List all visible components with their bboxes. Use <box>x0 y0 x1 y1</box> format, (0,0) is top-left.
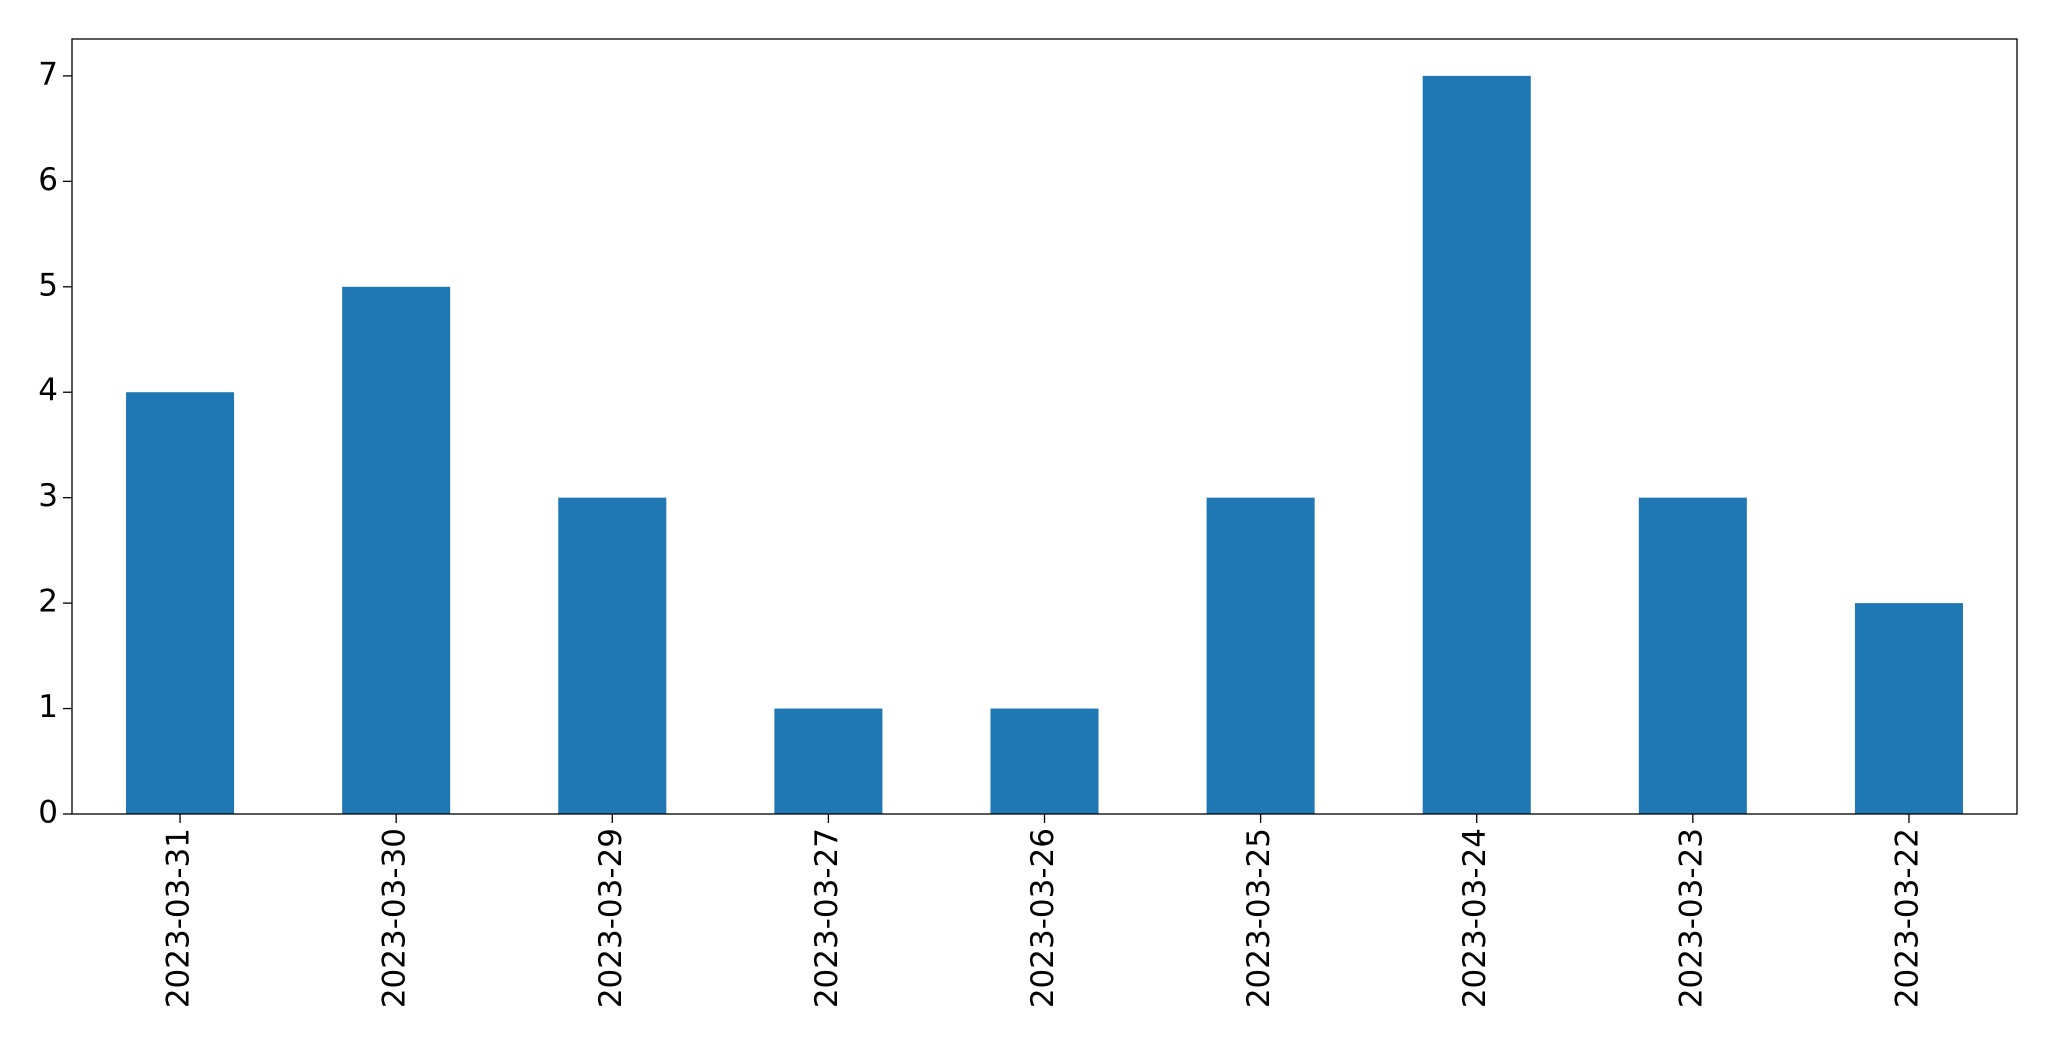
y-tick-label: 5 <box>38 267 58 303</box>
y-tick-label: 4 <box>38 373 58 409</box>
x-tick-label: 2023-03-24 <box>1457 828 1493 1008</box>
x-tick-label: 2023-03-31 <box>161 828 197 1008</box>
bar <box>1854 603 1963 814</box>
x-tick-label: 2023-03-25 <box>1241 828 1277 1008</box>
plot-frame <box>71 38 2018 815</box>
x-tick-label: 2023-03-22 <box>1889 828 1925 1008</box>
bar <box>1422 75 1531 814</box>
y-tick-label: 3 <box>38 478 58 514</box>
y-tick-label: 2 <box>38 584 58 620</box>
x-tick-label: 2023-03-29 <box>593 828 629 1008</box>
x-tick-label: 2023-03-27 <box>809 828 845 1008</box>
x-tick-label: 2023-03-30 <box>377 828 413 1008</box>
bar <box>558 497 667 814</box>
x-tick-label: 2023-03-23 <box>1673 828 1709 1008</box>
bar <box>990 708 1099 814</box>
y-tick-label: 0 <box>38 795 58 831</box>
bar <box>126 392 235 814</box>
y-tick-label: 1 <box>38 689 58 725</box>
bar <box>1206 497 1315 814</box>
y-tick-label: 6 <box>38 162 58 198</box>
bar <box>774 708 883 814</box>
bar <box>342 286 451 814</box>
bar <box>1638 497 1747 814</box>
y-tick-label: 7 <box>38 56 58 92</box>
x-tick-label: 2023-03-26 <box>1025 828 1061 1008</box>
